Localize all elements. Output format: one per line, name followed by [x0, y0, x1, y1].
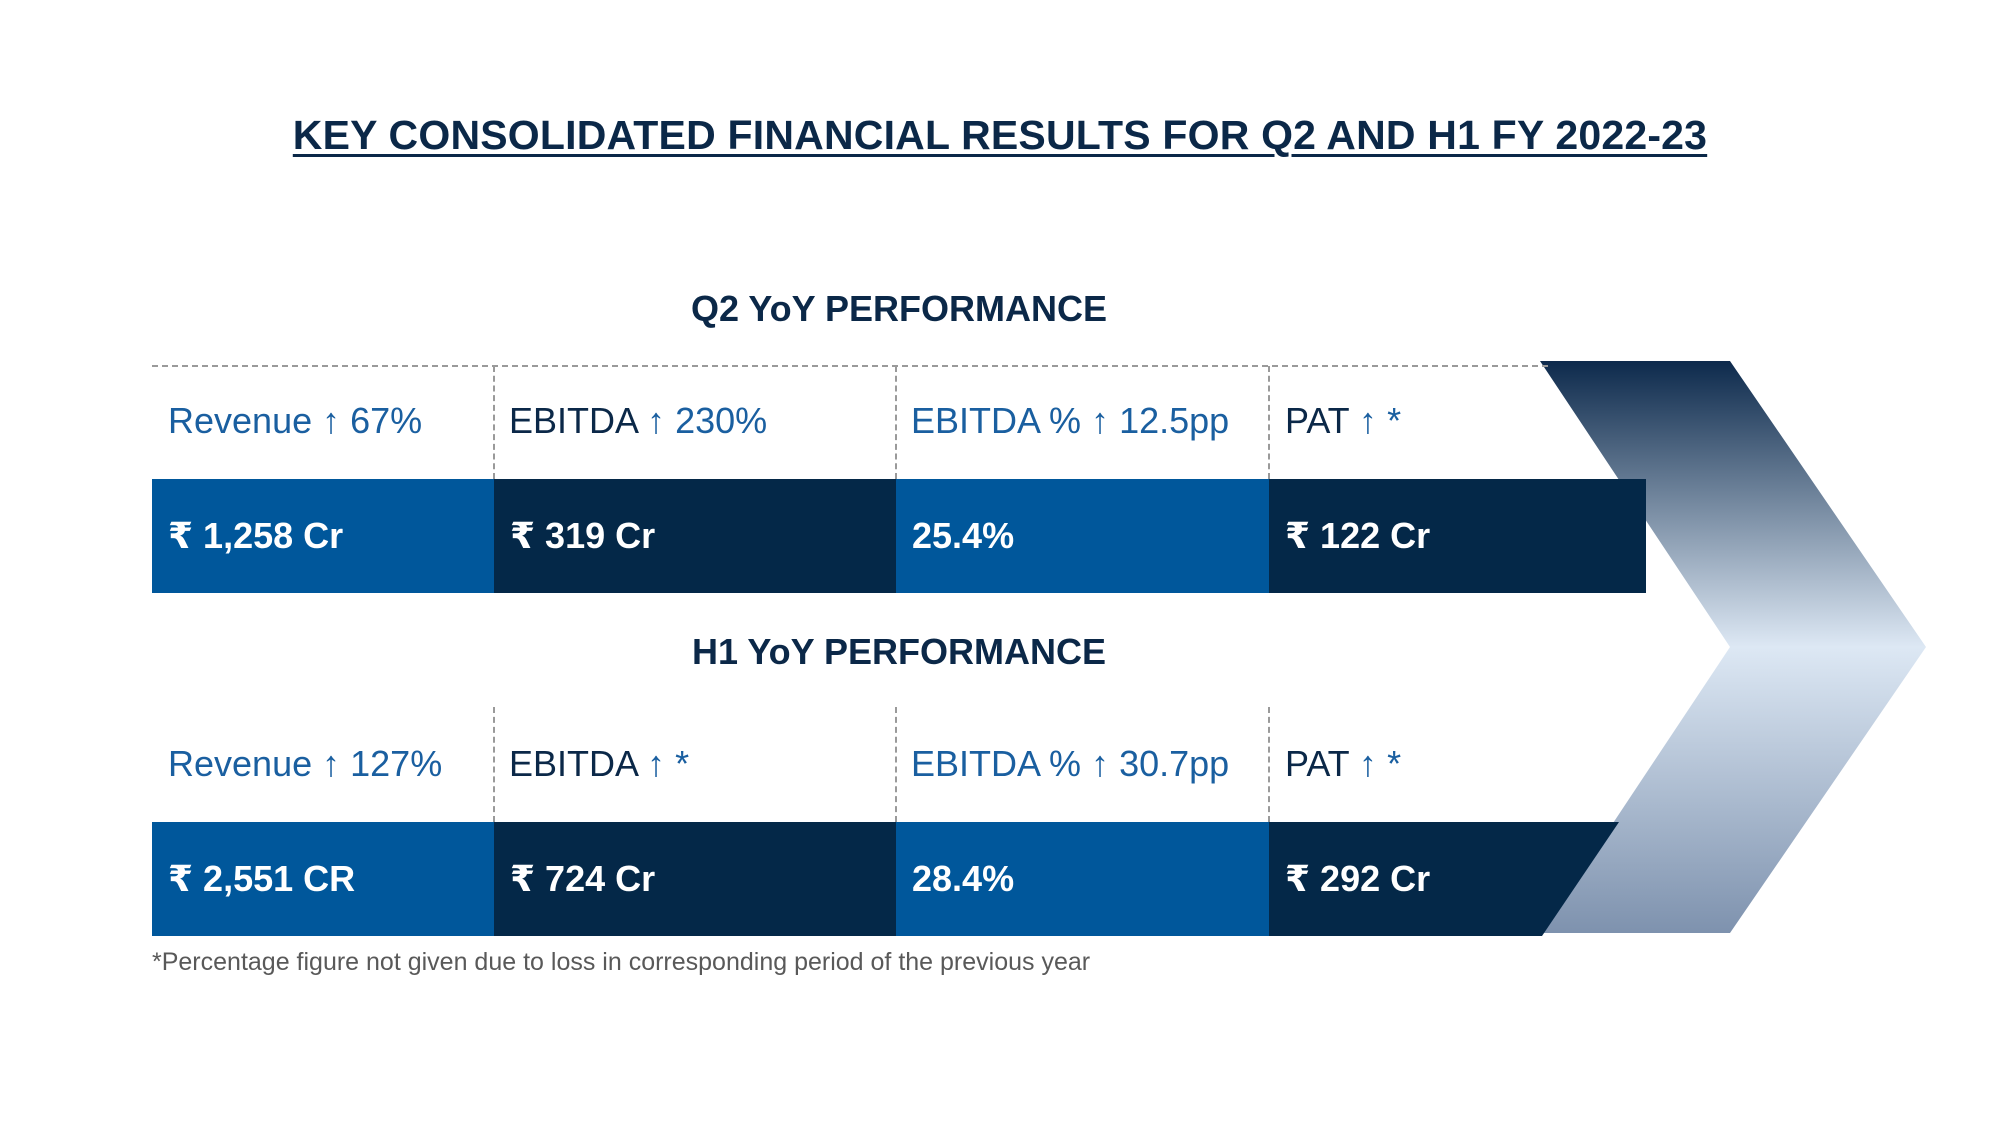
metric-name: EBITDA %: [911, 400, 1082, 441]
up-arrow-icon: ↑: [647, 743, 666, 784]
h1-ebitda-value: ₹ 724 Cr: [494, 822, 896, 936]
h1-section-heading: H1 YoY PERFORMANCE: [691, 631, 1107, 672]
q2-divider-1: [493, 366, 495, 479]
h1-divider-2: [895, 707, 897, 822]
metric-name: EBITDA: [509, 743, 638, 784]
h1-divider-1: [493, 707, 495, 822]
up-arrow-icon: ↑: [1359, 400, 1378, 441]
q2-ebitda-value: ₹ 319 Cr: [494, 479, 896, 593]
chevron-arrow-icon: [1540, 361, 1926, 933]
h1-ebitda-label: EBITDA ↑ *: [509, 743, 689, 785]
h1-revenue-label: Revenue ↑ 127%: [168, 743, 442, 785]
up-arrow-icon: ↑: [322, 743, 341, 784]
metric-name: PAT: [1285, 743, 1350, 784]
q2-revenue-label: Revenue ↑ 67%: [168, 400, 422, 442]
h1-ebitda-pct-label: EBITDA % ↑ 30.7pp: [911, 743, 1229, 785]
metric-name: PAT: [1285, 400, 1350, 441]
h1-revenue-value: ₹ 2,551 CR: [152, 822, 494, 936]
footnote: *Percentage figure not given due to loss…: [152, 948, 1091, 976]
metric-change: *: [675, 743, 690, 784]
q2-top-dashed-line: [152, 365, 1548, 367]
q2-pat-value: ₹ 122 Cr: [1269, 479, 1646, 593]
up-arrow-icon: ↑: [1359, 743, 1378, 784]
h1-ebitda-pct-value: 28.4%: [896, 822, 1269, 936]
up-arrow-icon: ↑: [647, 400, 666, 441]
q2-ebitda-pct-value: 25.4%: [896, 479, 1269, 593]
metric-change: 12.5pp: [1119, 400, 1230, 441]
up-arrow-icon: ↑: [1091, 743, 1110, 784]
metric-change: 30.7pp: [1119, 743, 1230, 784]
q2-divider-3: [1268, 366, 1270, 479]
q2-pat-label: PAT ↑ *: [1285, 400, 1401, 442]
metric-name: EBITDA: [509, 400, 638, 441]
metric-change: 127%: [350, 743, 443, 784]
metric-change: *: [1387, 743, 1402, 784]
metric-change: 67%: [350, 400, 423, 441]
q2-ebitda-pct-label: EBITDA % ↑ 12.5pp: [911, 400, 1229, 442]
metric-name: Revenue: [168, 743, 313, 784]
q2-ebitda-label: EBITDA ↑ 230%: [509, 400, 767, 442]
q2-section-heading: Q2 YoY PERFORMANCE: [690, 288, 1108, 329]
q2-revenue-value: ₹ 1,258 Cr: [152, 479, 494, 593]
h1-pat-label: PAT ↑ *: [1285, 743, 1401, 785]
slide-title: KEY CONSOLIDATED FINANCIAL RESULTS FOR Q…: [0, 112, 2000, 159]
q2-divider-2: [895, 366, 897, 479]
up-arrow-icon: ↑: [1091, 400, 1110, 441]
metric-change: *: [1387, 400, 1402, 441]
metric-name: Revenue: [168, 400, 313, 441]
h1-divider-3: [1268, 707, 1270, 822]
slide-title-text: KEY CONSOLIDATED FINANCIAL RESULTS FOR Q…: [292, 112, 1708, 158]
metric-name: EBITDA %: [911, 743, 1082, 784]
up-arrow-icon: ↑: [322, 400, 341, 441]
metric-change: 230%: [675, 400, 768, 441]
